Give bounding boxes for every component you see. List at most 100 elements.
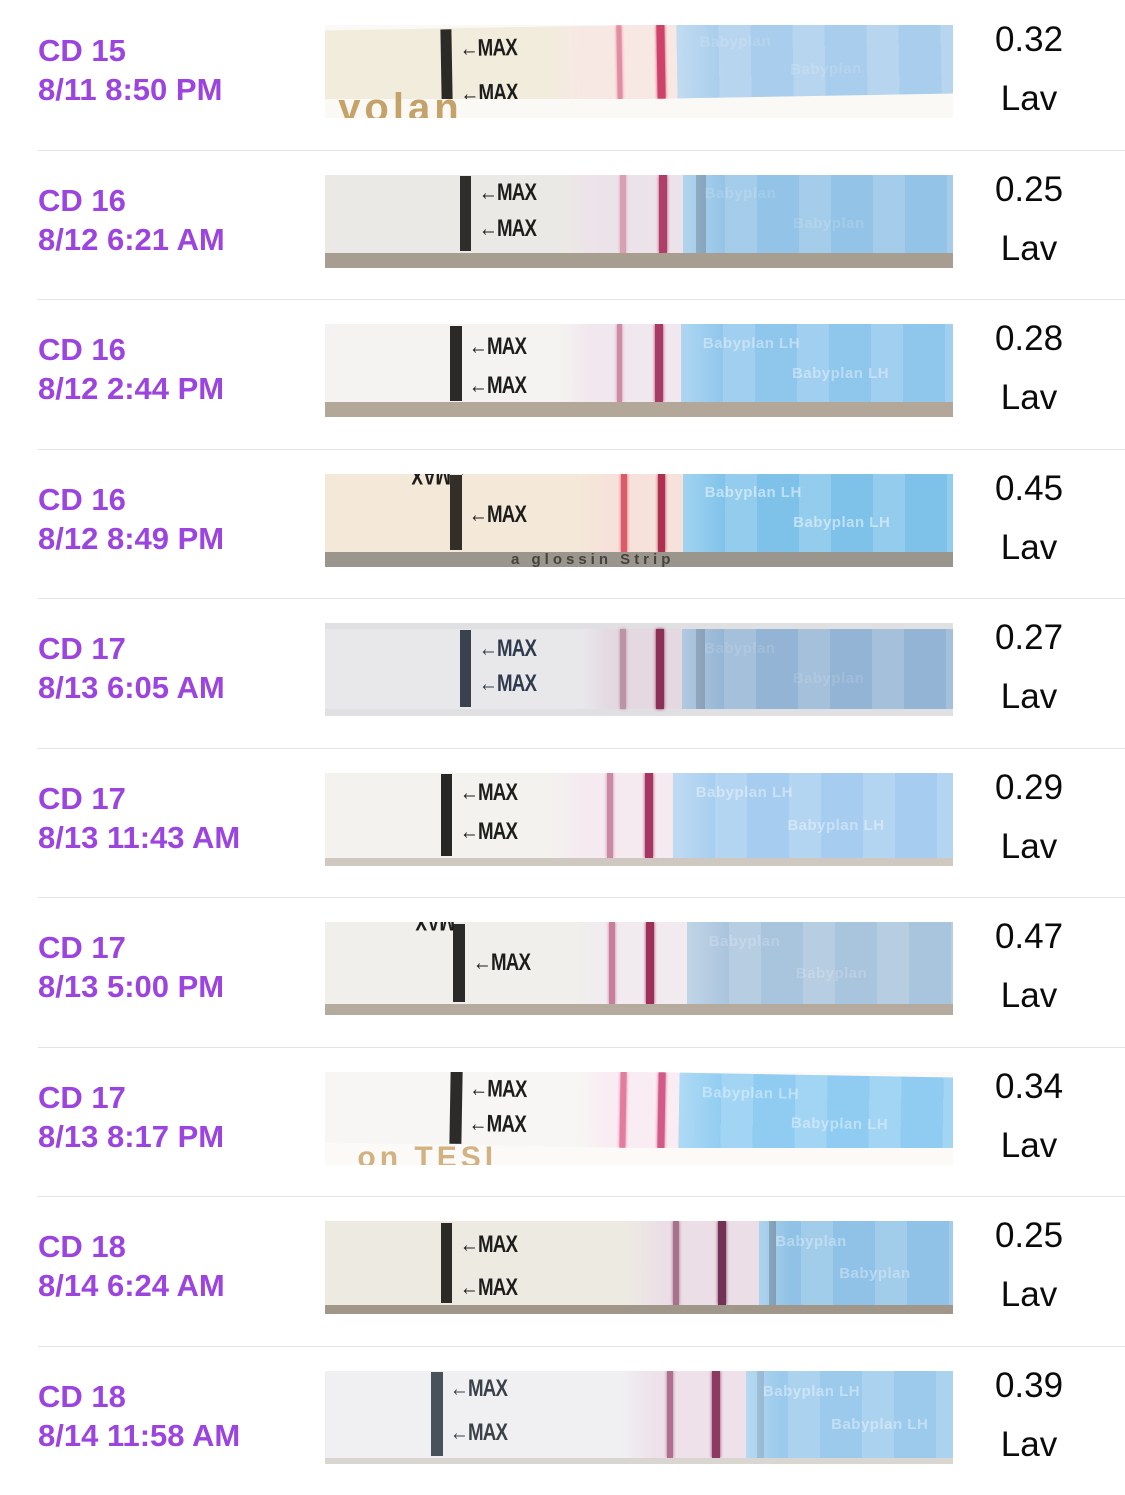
cycle-day-label: CD 16 [38,481,126,517]
brand-label: Lav [1000,527,1058,567]
strip-brand-print: Babyplan [792,670,865,688]
test-strip-photo: ←MAX ←MAX Babyplan LH Babyplan LH a glos… [325,473,953,567]
test-log-row[interactable]: CD 17 8/13 5:00 PM ←MAX ←MAX Babyplan Ba… [0,897,1125,1047]
strip-max-bar [449,1071,463,1144]
strip-blue-handle: Babyplan Babyplan [759,1221,953,1305]
test-log-row[interactable]: CD 17 8/13 8:17 PM ←MAX ←MAX Babyplan LH… [0,1046,1125,1196]
photo-background-band [325,1457,953,1464]
strip-brand-print: Babyplan [708,933,781,951]
photo-background-band [325,1003,953,1015]
cycle-day-label: CD 16 [38,332,126,367]
strip-blue-handle: Babyplan LH Babyplan LH [682,473,953,552]
brand-label: Lav [1000,1275,1058,1314]
test-strip-photo: ←MAX ←MAX Babyplan LH Babyplan LH [325,1370,953,1464]
strip-test-line [607,772,613,859]
strip-handle-smudge [687,773,697,859]
test-strip: ←MAX ←MAX Babyplan LH Babyplan LH [325,324,953,403]
test-ratio-value: 0.25 [994,1216,1064,1255]
packaging-text: a glossin Strip [511,550,675,567]
strip-membrane [626,1221,760,1305]
strip-control-line [718,1221,727,1305]
test-ratio-value: 0.27 [994,618,1064,657]
test-strip-photo: ←MAX ←MAX Babyplan Babyplan [325,922,953,1015]
test-log-row[interactable]: CD 17 8/13 6:05 AM ←MAX ←MAX Babyplan Ba… [0,598,1125,748]
test-strip-photo: ←MAX ←MAX Babyplan Babyplan [325,1221,953,1314]
test-ratio-value: 0.25 [994,169,1064,209]
strip-control-line [656,25,666,100]
strip-brand-print: Babyplan [704,185,777,203]
test-strip: ←MAX ←MAX Babyplan Babyplan [325,922,953,1004]
strip-brand-print: Babyplan LH [787,816,885,834]
strip-max-label: ←MAX [469,501,527,529]
strip-max-label: ←MAX [450,1419,508,1447]
test-ratio-value: 0.34 [994,1066,1064,1106]
strip-max-label: ←MAX [459,1230,518,1258]
strip-handle-smudge [696,474,706,552]
test-ratio-value: 0.29 [994,767,1064,807]
strip-brand-print: Babyplan LH [791,364,890,382]
cycle-day-label: CD 18 [38,1378,126,1414]
photo-background-band [325,402,953,417]
strip-test-line [619,628,626,709]
strip-brand-print: Babyplan [839,1264,911,1282]
test-log-row[interactable]: CD 18 8/14 11:58 AM ←MAX ←MAX Babyplan L… [0,1345,1125,1495]
strip-max-bar [453,923,465,1003]
strip-brand-print: Babyplan LH [762,1382,861,1400]
strip-max-label: ←MAX [459,779,518,807]
strip-max-label: ←MAX [459,818,518,846]
strip-handle-smudge [696,174,706,253]
strip-handle-smudge [693,1072,704,1148]
packaging-text: volan [338,86,463,118]
cycle-day-label: CD 17 [38,930,126,965]
strip-handle-smudge [695,324,705,402]
timestamp-label: 8/12 6:21 AM [38,221,225,257]
timestamp-label: 8/13 8:17 PM [38,1118,225,1154]
test-strip-photo: ←MAX ←MAX Babyplan Babyplan [325,174,953,268]
strip-max-bar [450,325,462,401]
strip-test-line [621,473,627,552]
strip-control-line [711,1370,720,1458]
test-ratio-value: 0.45 [994,468,1064,508]
strip-brand-print: Babyplan LH [831,1415,929,1433]
test-log-row[interactable]: CD 16 8/12 8:49 PM ←MAX ←MAX Babyplan LH… [0,448,1125,598]
strip-max-label: ←MAX [468,1109,527,1138]
photo-background-band: volan [325,88,953,118]
strip-blue-handle: Babyplan LH Babyplan LH [678,1072,953,1154]
test-strip: ←MAX ←MAX Babyplan LH Babyplan LH [325,473,953,552]
test-log-row[interactable]: CD 15 8/11 8:50 PM ←MAX ←MAX Babyplan Ba… [0,0,1125,150]
strip-test-line [672,1221,679,1305]
test-strip: ←MAX ←MAX Babyplan LH Babyplan LH [325,1370,953,1459]
packaging-text: on TESI [357,1140,498,1165]
strip-brand-print: Babyplan LH [793,514,891,532]
strip-brand-print: Babyplan [775,1232,847,1250]
brand-label: Lav [1000,1125,1058,1165]
test-log-row[interactable]: CD 17 8/13 11:43 AM ←MAX ←MAX Babyplan L… [0,747,1125,897]
strip-brand-print: Babyplan [699,33,772,52]
strip-max-label: ←MAX [479,178,537,206]
photo-background-band: on TESI [325,1142,953,1165]
test-log-row[interactable]: CD 16 8/12 2:44 PM ←MAX ←MAX Babyplan LH… [0,299,1125,449]
test-log-row[interactable]: CD 18 8/14 6:24 AM ←MAX ←MAX Babyplan Ba… [0,1196,1125,1346]
test-strip: ←MAX ←MAX Babyplan Babyplan [325,1221,953,1305]
test-ratio-value: 0.39 [994,1365,1064,1405]
strip-max-label: ←MAX [479,634,537,662]
strip-max-bar [431,1372,443,1457]
photo-background-band [325,858,953,866]
strip-blue-handle: Babyplan LH Babyplan LH [680,324,953,403]
strip-brand-print: Babyplan LH [695,784,793,802]
strip-blue-handle: Babyplan Babyplan [682,174,953,253]
strip-max-label: ←MAX [459,34,517,63]
strip-handle-smudge [695,628,706,709]
strip-blue-handle: Babyplan LH Babyplan LH [745,1370,953,1459]
cycle-day-label: CD 15 [38,33,126,68]
test-strip-photo: ←MAX ←MAX Babyplan Babyplan [325,623,953,716]
strip-handle-smudge [756,1370,764,1458]
strip-max-bar [459,630,472,707]
timestamp-label: 8/14 6:24 AM [38,1268,225,1303]
strip-brand-print: Babyplan [793,215,865,233]
cycle-day-label: CD 16 [38,182,126,218]
timestamp-label: 8/12 8:49 PM [38,520,225,556]
timestamp-label: 8/12 2:44 PM [38,371,225,406]
test-log-row[interactable]: CD 16 8/12 6:21 AM ←MAX ←MAX Babyplan Ba… [0,149,1125,299]
